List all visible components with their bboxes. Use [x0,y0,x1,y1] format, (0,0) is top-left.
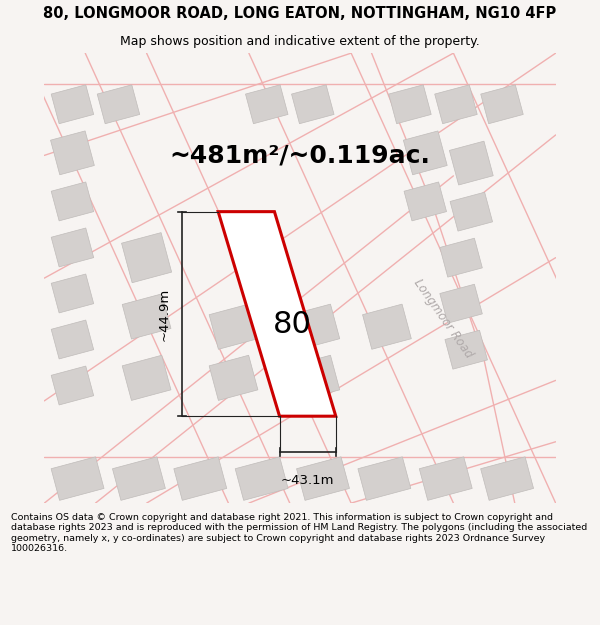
Polygon shape [51,182,94,221]
Polygon shape [358,457,411,501]
Polygon shape [51,85,94,124]
Polygon shape [362,304,412,349]
Polygon shape [440,238,482,277]
Text: ~481m²/~0.119ac.: ~481m²/~0.119ac. [170,143,430,168]
Polygon shape [122,232,172,282]
Text: 80: 80 [273,309,312,339]
Text: Longmoor Road: Longmoor Road [411,277,475,361]
Polygon shape [174,457,227,501]
Polygon shape [403,131,447,175]
Polygon shape [440,284,482,323]
Polygon shape [51,228,94,267]
Polygon shape [449,141,493,185]
Polygon shape [404,182,446,221]
Polygon shape [235,457,288,501]
Polygon shape [209,304,258,349]
Polygon shape [481,457,533,501]
Text: Contains OS data © Crown copyright and database right 2021. This information is : Contains OS data © Crown copyright and d… [11,513,587,553]
Polygon shape [445,330,487,369]
Polygon shape [122,294,171,339]
Polygon shape [435,85,477,124]
Text: Map shows position and indicative extent of the property.: Map shows position and indicative extent… [120,35,480,48]
Polygon shape [481,85,523,124]
Polygon shape [292,85,334,124]
Polygon shape [122,355,171,401]
Polygon shape [112,457,166,501]
Polygon shape [209,355,258,401]
Polygon shape [50,131,94,175]
Polygon shape [51,274,94,313]
Text: ~43.1m: ~43.1m [281,474,334,488]
Polygon shape [291,355,340,401]
Polygon shape [97,85,140,124]
Polygon shape [51,366,94,405]
Polygon shape [51,320,94,359]
Polygon shape [296,457,349,501]
Polygon shape [218,212,336,416]
Polygon shape [51,457,104,501]
Text: ~44.9m: ~44.9m [157,288,170,341]
Polygon shape [450,192,493,231]
Polygon shape [291,304,340,349]
Polygon shape [245,85,288,124]
Polygon shape [389,85,431,124]
Polygon shape [419,457,472,501]
Text: 80, LONGMOOR ROAD, LONG EATON, NOTTINGHAM, NG10 4FP: 80, LONGMOOR ROAD, LONG EATON, NOTTINGHA… [43,6,557,21]
